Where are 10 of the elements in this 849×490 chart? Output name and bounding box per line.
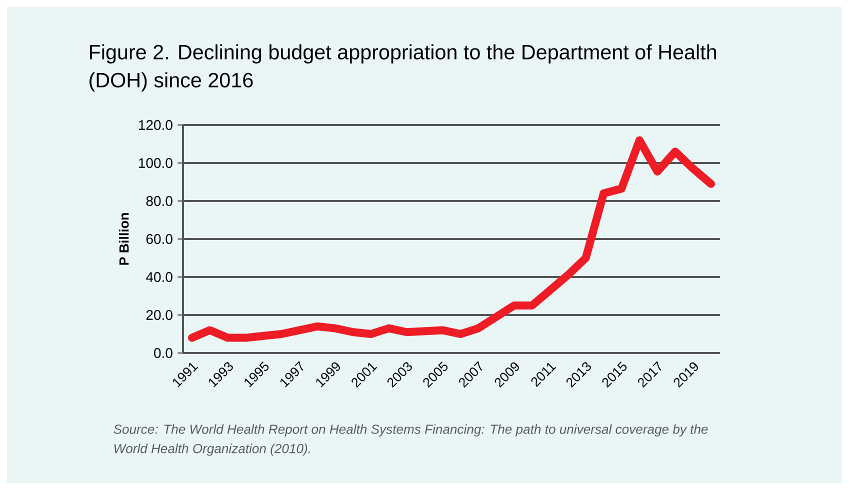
- y-axis-title: P Billion: [118, 213, 129, 265]
- chart-title: Figure 2. Declining budget appropriation to the Department of Health (DOH) since 2016: [90, 44, 716, 92]
- y-tick-label: 0.0: [154, 348, 172, 358]
- y-tick-label: 80.0: [146, 196, 172, 206]
- y-tick-label: 100.0: [138, 158, 172, 168]
- source-note: Source: The World Health Report on Health Systems Financing: The path to universal coverage by the World Health Organization (2010).: [114, 424, 708, 456]
- y-tick-label: 60.0: [146, 234, 172, 244]
- y-tick-label: 120.0: [138, 120, 172, 130]
- y-tick-label: 40.0: [146, 272, 172, 282]
- y-tick-label: 20.0: [146, 310, 172, 320]
